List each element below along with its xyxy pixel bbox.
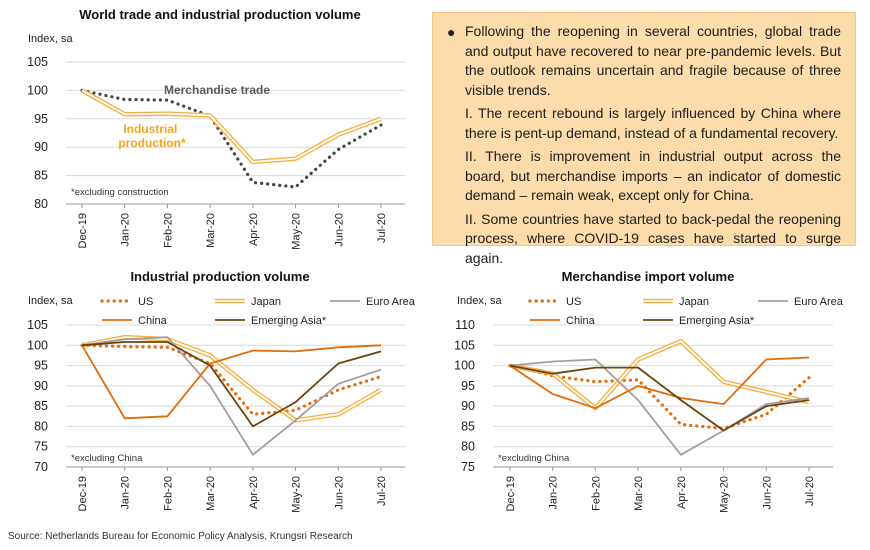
legend-label-japan: Japan <box>679 296 709 308</box>
bullet-icon: ● <box>447 24 456 40</box>
data-point-us-4 <box>680 424 681 425</box>
chart-note: *excluding construction <box>71 187 169 198</box>
y-axis-label: Index, sa <box>457 295 503 307</box>
x-tick-label: Jan-20 <box>120 213 132 247</box>
y-tick-label: 70 <box>34 460 48 474</box>
y-axis-label: Index, sa <box>28 33 74 45</box>
info-summary: Following the reopening in several count… <box>465 23 841 98</box>
x-tick-label: May-20 <box>719 476 731 513</box>
x-tick-label: Apr-20 <box>248 476 260 509</box>
y-tick-label: 90 <box>34 379 48 393</box>
y-tick-label: 85 <box>461 419 475 433</box>
legend-label-japan: Japan <box>251 296 281 308</box>
series-line-inner-industrial-production <box>81 89 382 163</box>
y-tick-label: 110 <box>455 318 475 332</box>
x-tick-label: Jan-20 <box>548 476 560 510</box>
world-trade-chart: World trade and industrial production vo… <box>27 7 405 250</box>
x-tick-label: Dec-19 <box>505 476 517 511</box>
merchandise-import-chart: Merchandise import volume Index, sa US Ja… <box>454 269 844 513</box>
x-tick-label: Dec-19 <box>77 476 89 511</box>
y-tick-label: 95 <box>34 359 48 373</box>
y-tick-label: 100 <box>454 359 475 373</box>
x-tick-label: Jun-20 <box>333 213 345 247</box>
data-point-us-5 <box>723 428 724 429</box>
info-point-1: I. The recent rebound is largely influen… <box>465 105 841 141</box>
series-line-euro-area <box>509 358 810 456</box>
y-axis-label: Index, sa <box>28 295 74 307</box>
series-line-japan <box>81 334 383 423</box>
series-line-inner-japan <box>509 340 810 410</box>
y-tick-label: 80 <box>34 419 48 433</box>
series-line-us <box>80 343 383 416</box>
series-label-industrial-production: Industrial production* <box>118 122 186 150</box>
x-tick-label: Feb-20 <box>590 476 602 511</box>
x-tick-label: Apr-20 <box>676 476 688 509</box>
x-tick-label: Mar-20 <box>205 476 217 511</box>
x-tick-label: Mar-20 <box>633 476 645 511</box>
x-tick-label: May-20 <box>291 213 303 250</box>
series-label-merchandise-trade: Merchandise trade <box>164 83 270 97</box>
legend-label-us: US <box>138 296 153 308</box>
x-tick-label: Jun-20 <box>761 476 773 510</box>
y-tick-label: 80 <box>461 440 475 454</box>
series-line-china <box>509 356 810 410</box>
x-tick-label: Dec-19 <box>77 213 89 248</box>
source-note: Source: Netherlands Bureau for Economic … <box>8 531 353 542</box>
data-point-us-7 <box>380 376 381 377</box>
y-tick-label: 95 <box>461 379 475 393</box>
series-line-emerging-asia <box>509 364 810 432</box>
series-line-euro-area <box>81 336 382 456</box>
info-point-3: II. Some countries have started to back-… <box>465 210 841 266</box>
y-tick-label: 90 <box>461 399 475 413</box>
y-tick-label: 95 <box>34 112 48 126</box>
industrial-production-chart: Industrial production volume Index, sa U… <box>27 269 416 513</box>
y-tick-label: 100 <box>27 83 48 97</box>
x-tick-label: Mar-20 <box>205 213 217 248</box>
y-tick-label: 75 <box>461 460 475 474</box>
y-tick-label: 85 <box>34 169 48 183</box>
y-tick-label: 105 <box>454 338 475 352</box>
chart-title: Industrial production volume <box>130 269 309 284</box>
y-tick-label: 105 <box>27 318 48 332</box>
y-tick-label: 75 <box>34 440 48 454</box>
x-tick-label: Jan-20 <box>120 476 132 510</box>
y-tick-label: 80 <box>34 197 48 211</box>
chart-note: *excluding China <box>498 453 570 464</box>
legend-label-euro-area: Euro Area <box>366 296 416 308</box>
chart-title: Merchandise import volume <box>562 269 735 284</box>
y-tick-label: 85 <box>34 399 48 413</box>
y-tick-label: 90 <box>34 140 48 154</box>
y-tick-label: 105 <box>27 55 48 69</box>
legend-label-china: China <box>138 315 168 327</box>
info-box: ● Following the reopening in several cou… <box>432 12 856 266</box>
chart-note: *excluding China <box>71 453 143 464</box>
x-tick-label: Jul-20 <box>376 476 388 506</box>
legend-label-euro-area: Euro Area <box>794 296 844 308</box>
x-tick-label: Apr-20 <box>248 213 260 246</box>
legend-label-emerging-asia: Emerging Asia* <box>251 315 327 327</box>
data-point-merchandise-trade-5 <box>295 186 296 187</box>
info-point-2: II. There is improvement in industrial o… <box>465 148 841 203</box>
x-tick-label: Jun-20 <box>333 476 345 510</box>
series-line-china <box>81 344 382 420</box>
series-line-merchandise-trade <box>80 88 383 189</box>
series-line-emerging-asia <box>81 341 382 428</box>
legend-label-us: US <box>566 296 581 308</box>
x-tick-label: Feb-20 <box>162 213 174 248</box>
series-line-inner-japan <box>81 336 382 422</box>
data-point-us-5 <box>295 410 296 411</box>
x-tick-label: Feb-20 <box>162 476 174 511</box>
data-point-us-4 <box>252 414 253 415</box>
legend-label-china: China <box>566 315 596 327</box>
x-tick-label: Jul-20 <box>376 213 388 243</box>
x-tick-label: Jul-20 <box>804 476 816 506</box>
data-point-merchandise-trade-4 <box>252 182 253 183</box>
y-tick-label: 100 <box>27 338 48 352</box>
legend-label-emerging-asia: Emerging Asia* <box>679 315 755 327</box>
x-tick-label: May-20 <box>291 476 303 513</box>
chart-title: World trade and industrial production vo… <box>79 7 360 22</box>
